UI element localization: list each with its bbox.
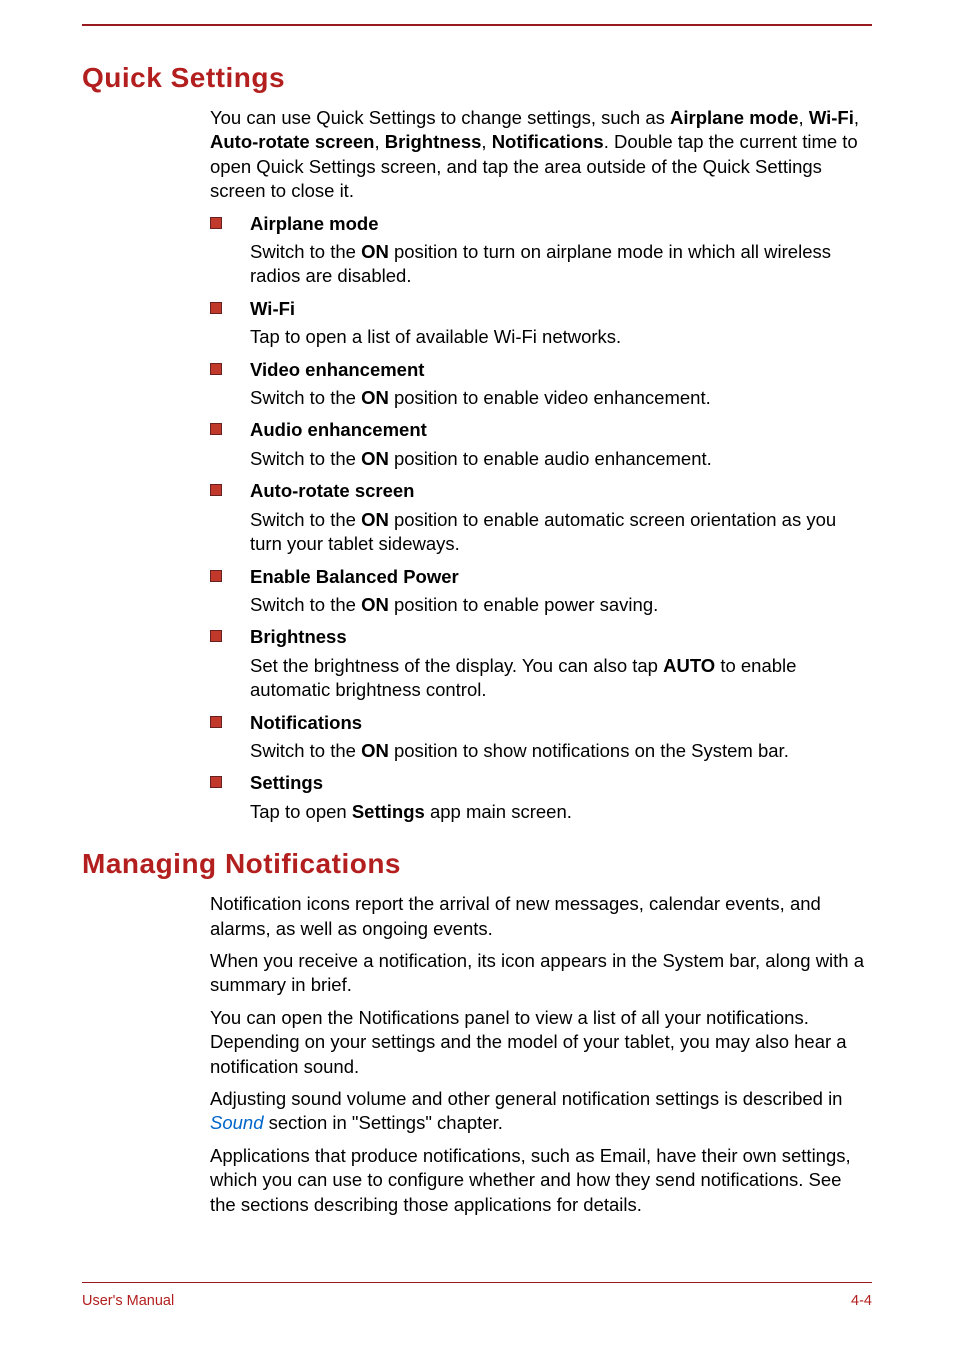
bullet-content: Video enhancement Switch to the ON positi… bbox=[250, 358, 872, 417]
bullet-icon bbox=[210, 776, 222, 788]
bullet-icon bbox=[210, 363, 222, 375]
bullet-icon bbox=[210, 630, 222, 642]
bullet-desc: Switch to the ON position to turn on air… bbox=[250, 240, 872, 289]
bullet-item: Wi-Fi Tap to open a list of available Wi-… bbox=[210, 297, 872, 356]
bullet-icon bbox=[210, 484, 222, 496]
heading-quick-settings: Quick Settings bbox=[82, 62, 872, 94]
quick-settings-list: Airplane mode Switch to the ON position t… bbox=[210, 212, 872, 831]
bullet-content: Settings Tap to open Settings app main sc… bbox=[250, 771, 872, 830]
bullet-desc: Switch to the ON position to enable powe… bbox=[250, 593, 872, 617]
bullet-icon bbox=[210, 423, 222, 435]
bullet-desc: Switch to the ON position to enable auto… bbox=[250, 508, 872, 557]
header-rule bbox=[82, 24, 872, 26]
bullet-content: Auto-rotate screen Switch to the ON posit… bbox=[250, 479, 872, 562]
bullet-desc: Switch to the ON position to enable vide… bbox=[250, 386, 872, 410]
bullet-title: Wi-Fi bbox=[250, 297, 872, 321]
section2-para: When you receive a notification, its ico… bbox=[210, 949, 872, 998]
footer-rule bbox=[82, 1282, 872, 1283]
bullet-desc: Switch to the ON position to show notifi… bbox=[250, 739, 872, 763]
bullet-content: Audio enhancement Switch to the ON positi… bbox=[250, 418, 872, 477]
section2-para: Adjusting sound volume and other general… bbox=[210, 1087, 872, 1136]
section2-para: Notification icons report the arrival of… bbox=[210, 892, 872, 941]
bullet-desc: Set the brightness of the display. You c… bbox=[250, 654, 872, 703]
bullet-item: Brightness Set the brightness of the disp… bbox=[210, 625, 872, 708]
bullet-icon bbox=[210, 716, 222, 728]
bullet-title: Airplane mode bbox=[250, 212, 872, 236]
bullet-title: Auto-rotate screen bbox=[250, 479, 872, 503]
bullet-content: Wi-Fi Tap to open a list of available Wi-… bbox=[250, 297, 872, 356]
bullet-item: Video enhancement Switch to the ON positi… bbox=[210, 358, 872, 417]
bullet-content: Enable Balanced Power Switch to the ON po… bbox=[250, 565, 872, 624]
bullet-title: Enable Balanced Power bbox=[250, 565, 872, 589]
bullet-item: Airplane mode Switch to the ON position t… bbox=[210, 212, 872, 295]
footer-left: User's Manual bbox=[82, 1293, 174, 1309]
section1-intro: You can use Quick Settings to change set… bbox=[210, 106, 872, 204]
footer-right: 4-4 bbox=[851, 1293, 872, 1309]
bullet-title: Video enhancement bbox=[250, 358, 872, 382]
bullet-content: Brightness Set the brightness of the disp… bbox=[250, 625, 872, 708]
heading-managing-notifications: Managing Notifications bbox=[82, 848, 872, 880]
bullet-item: Enable Balanced Power Switch to the ON po… bbox=[210, 565, 872, 624]
bullet-title: Brightness bbox=[250, 625, 872, 649]
bullet-item: Auto-rotate screen Switch to the ON posit… bbox=[210, 479, 872, 562]
bullet-desc: Tap to open Settings app main screen. bbox=[250, 800, 872, 824]
section2-para: Applications that produce notifications,… bbox=[210, 1144, 872, 1217]
bullet-item: Notifications Switch to the ON position t… bbox=[210, 711, 872, 770]
bullet-icon bbox=[210, 217, 222, 229]
bullet-desc: Tap to open a list of available Wi-Fi ne… bbox=[250, 325, 872, 349]
bullet-content: Airplane mode Switch to the ON position t… bbox=[250, 212, 872, 295]
bullet-item: Settings Tap to open Settings app main sc… bbox=[210, 771, 872, 830]
bullet-item: Audio enhancement Switch to the ON positi… bbox=[210, 418, 872, 477]
bullet-content: Notifications Switch to the ON position t… bbox=[250, 711, 872, 770]
bullet-title: Audio enhancement bbox=[250, 418, 872, 442]
bullet-icon bbox=[210, 570, 222, 582]
bullet-icon bbox=[210, 302, 222, 314]
bullet-desc: Switch to the ON position to enable audi… bbox=[250, 447, 872, 471]
section1-body: You can use Quick Settings to change set… bbox=[210, 106, 872, 830]
bullet-title: Settings bbox=[250, 771, 872, 795]
section2-body: Notification icons report the arrival of… bbox=[210, 892, 872, 1217]
page-footer: User's Manual 4-4 bbox=[82, 1282, 872, 1309]
bullet-title: Notifications bbox=[250, 711, 872, 735]
section2-para: You can open the Notifications panel to … bbox=[210, 1006, 872, 1079]
